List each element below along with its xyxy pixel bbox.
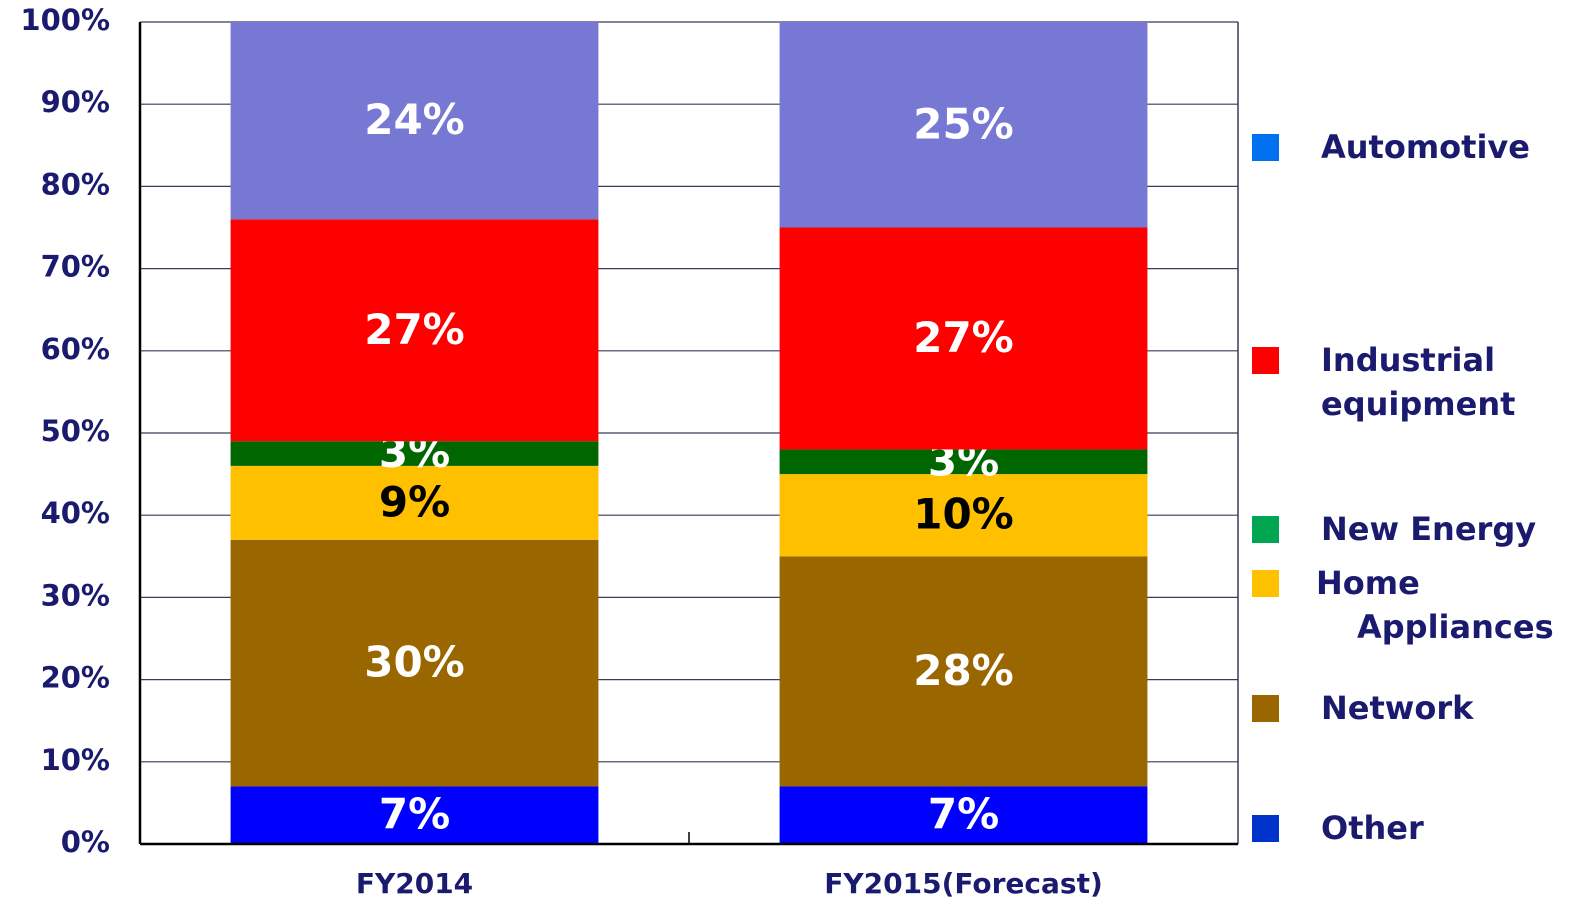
data-label: 28% <box>913 646 1014 695</box>
legend-swatch <box>1252 570 1279 597</box>
data-label: 30% <box>364 638 465 687</box>
bar-segment <box>779 556 1148 787</box>
data-label: 24% <box>364 95 465 144</box>
x-tick-label: FY2014 <box>356 867 473 900</box>
y-tick-label: 40% <box>41 496 110 530</box>
data-label: 25% <box>913 99 1014 148</box>
bar-segment <box>779 474 1148 557</box>
bar-segment <box>779 449 1148 475</box>
data-label: 9% <box>379 477 450 526</box>
legend-label: Industrial equipment <box>1321 341 1516 423</box>
legend-label: Other <box>1321 809 1424 847</box>
bar-segment <box>779 786 1148 844</box>
y-tick-label: 60% <box>41 332 110 366</box>
data-label: 10% <box>913 490 1014 539</box>
y-tick-label: 90% <box>41 85 110 119</box>
bar-segment <box>230 786 599 844</box>
legend-label: Automotive <box>1321 128 1530 166</box>
legend-label: Home Appliances <box>1316 564 1554 646</box>
bar-segment <box>779 227 1148 450</box>
y-tick-label: 30% <box>41 578 110 612</box>
y-tick-label: 80% <box>41 167 110 201</box>
data-label: 7% <box>928 790 999 839</box>
legend-label: New Energy <box>1321 510 1537 548</box>
y-tick-label: 20% <box>41 661 110 695</box>
y-tick-label: 100% <box>20 3 110 37</box>
bar-segment <box>779 22 1148 228</box>
legend-swatch <box>1252 134 1279 161</box>
bar-segment <box>230 219 599 442</box>
bar-segment <box>230 441 599 466</box>
data-label: 27% <box>913 313 1014 362</box>
y-tick-label: 10% <box>41 743 110 777</box>
legend-swatch <box>1252 815 1279 842</box>
bar-segment <box>230 465 599 540</box>
y-tick-label: 70% <box>41 250 110 284</box>
legend-swatch <box>1252 516 1279 543</box>
bar-segment <box>230 539 599 787</box>
bar-segment <box>230 22 599 220</box>
data-label: 7% <box>379 790 450 839</box>
data-label: 27% <box>364 305 465 354</box>
legend-label: Network <box>1321 689 1474 727</box>
legend-swatch <box>1252 347 1279 374</box>
y-tick-label: 50% <box>41 414 110 448</box>
y-tick-label: 0% <box>61 825 110 859</box>
legend-swatch <box>1252 695 1279 722</box>
x-tick-label: FY2015(Forecast) <box>824 867 1103 900</box>
